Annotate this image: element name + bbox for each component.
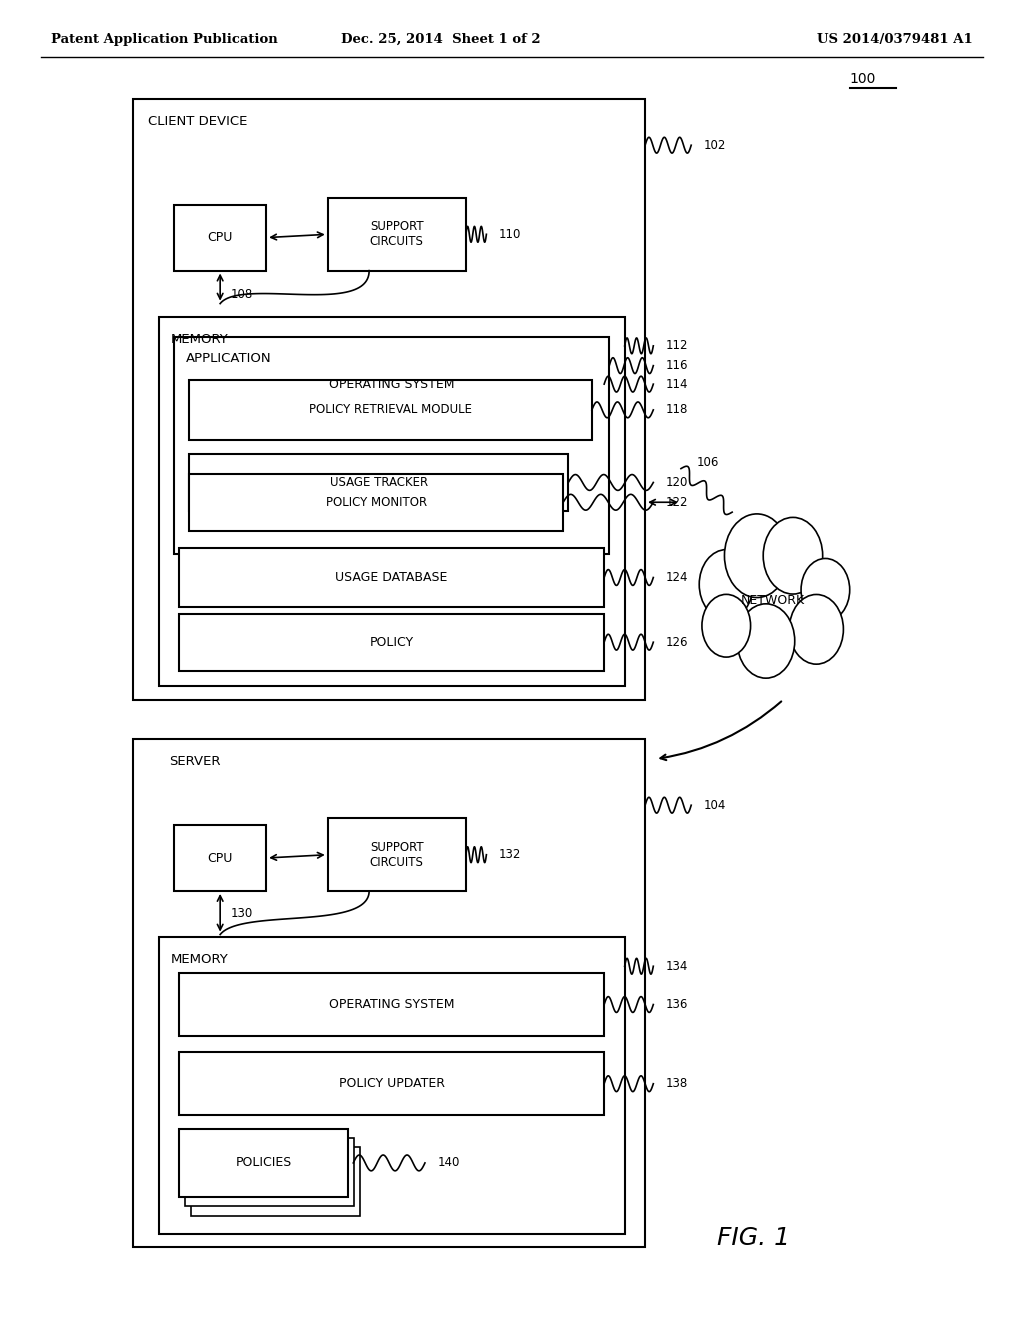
FancyBboxPatch shape xyxy=(174,337,609,554)
Text: SERVER: SERVER xyxy=(169,755,220,768)
FancyBboxPatch shape xyxy=(185,1138,354,1206)
FancyBboxPatch shape xyxy=(174,825,266,891)
FancyBboxPatch shape xyxy=(328,198,466,271)
Text: Dec. 25, 2014  Sheet 1 of 2: Dec. 25, 2014 Sheet 1 of 2 xyxy=(341,33,540,46)
Text: CPU: CPU xyxy=(208,851,232,865)
Text: 136: 136 xyxy=(666,998,688,1011)
Text: POLICY: POLICY xyxy=(370,636,414,648)
Text: US 2014/0379481 A1: US 2014/0379481 A1 xyxy=(817,33,973,46)
FancyBboxPatch shape xyxy=(133,99,645,700)
Text: 138: 138 xyxy=(666,1077,688,1090)
Circle shape xyxy=(699,549,754,619)
Circle shape xyxy=(790,594,844,664)
FancyBboxPatch shape xyxy=(179,1129,348,1197)
Text: POLICY RETRIEVAL MODULE: POLICY RETRIEVAL MODULE xyxy=(309,404,472,416)
Text: 106: 106 xyxy=(696,455,719,469)
Text: FIG. 1: FIG. 1 xyxy=(717,1226,790,1250)
Text: 118: 118 xyxy=(666,404,688,416)
Circle shape xyxy=(701,594,751,657)
Circle shape xyxy=(724,513,790,598)
FancyBboxPatch shape xyxy=(179,352,604,416)
Text: Patent Application Publication: Patent Application Publication xyxy=(51,33,278,46)
FancyBboxPatch shape xyxy=(328,818,466,891)
Text: USAGE DATABASE: USAGE DATABASE xyxy=(336,572,447,583)
FancyBboxPatch shape xyxy=(179,973,604,1036)
FancyBboxPatch shape xyxy=(179,1052,604,1115)
Text: 124: 124 xyxy=(666,572,688,583)
FancyBboxPatch shape xyxy=(191,1147,360,1216)
Text: 112: 112 xyxy=(666,339,688,352)
FancyBboxPatch shape xyxy=(133,739,645,1247)
FancyBboxPatch shape xyxy=(189,474,563,531)
Circle shape xyxy=(737,603,795,678)
FancyBboxPatch shape xyxy=(179,614,604,671)
Text: POLICY UPDATER: POLICY UPDATER xyxy=(339,1077,444,1090)
Text: NETWORK: NETWORK xyxy=(741,594,805,607)
Text: MEMORY: MEMORY xyxy=(171,333,228,346)
FancyBboxPatch shape xyxy=(179,548,604,607)
Text: CLIENT DEVICE: CLIENT DEVICE xyxy=(148,115,248,128)
Text: 126: 126 xyxy=(666,636,688,648)
Text: 114: 114 xyxy=(666,378,688,391)
Text: 100: 100 xyxy=(850,71,877,86)
Text: 134: 134 xyxy=(666,960,688,973)
Text: POLICY MONITOR: POLICY MONITOR xyxy=(326,496,427,508)
Text: 104: 104 xyxy=(703,799,726,812)
Text: 122: 122 xyxy=(666,496,688,508)
Text: OPERATING SYSTEM: OPERATING SYSTEM xyxy=(329,378,455,391)
Text: 130: 130 xyxy=(230,907,253,920)
Text: SUPPORT
CIRCUITS: SUPPORT CIRCUITS xyxy=(370,220,424,248)
FancyBboxPatch shape xyxy=(189,454,568,511)
Text: MEMORY: MEMORY xyxy=(171,953,228,966)
FancyBboxPatch shape xyxy=(174,205,266,271)
FancyBboxPatch shape xyxy=(159,937,625,1234)
FancyBboxPatch shape xyxy=(159,317,625,686)
Text: APPLICATION: APPLICATION xyxy=(186,352,272,366)
Text: OPERATING SYSTEM: OPERATING SYSTEM xyxy=(329,998,455,1011)
Circle shape xyxy=(763,517,822,594)
Text: 120: 120 xyxy=(666,477,688,488)
Text: USAGE TRACKER: USAGE TRACKER xyxy=(330,477,428,488)
Text: CPU: CPU xyxy=(208,231,232,244)
FancyBboxPatch shape xyxy=(189,380,592,440)
Text: 110: 110 xyxy=(499,228,521,240)
Circle shape xyxy=(801,558,850,622)
Text: 132: 132 xyxy=(499,849,521,861)
Text: SUPPORT
CIRCUITS: SUPPORT CIRCUITS xyxy=(370,841,424,869)
Text: 102: 102 xyxy=(703,139,726,152)
Text: POLICIES: POLICIES xyxy=(236,1156,292,1170)
Text: 140: 140 xyxy=(437,1156,460,1170)
Text: 108: 108 xyxy=(230,288,253,301)
Text: 116: 116 xyxy=(666,359,688,372)
